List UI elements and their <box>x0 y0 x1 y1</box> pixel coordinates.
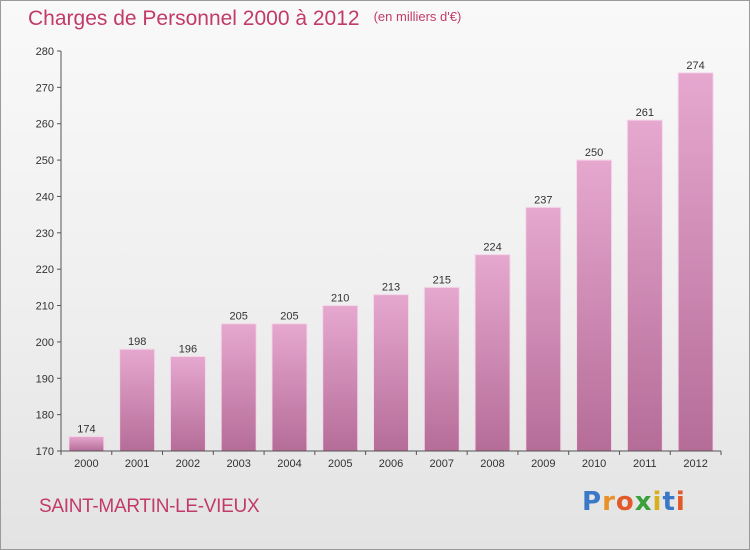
bar-value-label: 213 <box>382 282 400 294</box>
bar <box>576 159 613 452</box>
proxiti-logo: Proxiti <box>582 487 686 517</box>
x-tick-label: 2004 <box>277 458 301 470</box>
bar <box>525 206 562 452</box>
x-tick-label: 2008 <box>480 458 504 470</box>
bar <box>322 305 359 452</box>
y-tick-label: 220 <box>36 264 54 276</box>
bar <box>271 323 308 452</box>
bar-value-label: 237 <box>534 194 552 206</box>
x-tick-label: 2003 <box>226 458 250 470</box>
bar <box>626 119 663 452</box>
bar-value-label: 215 <box>433 274 451 286</box>
bar-value-label: 261 <box>636 107 654 119</box>
x-tick-label: 2011 <box>633 458 657 470</box>
x-tick-label: 2001 <box>125 458 149 470</box>
logo-letter: o <box>615 487 635 517</box>
bar-value-label: 224 <box>483 242 501 254</box>
bars <box>68 72 714 452</box>
y-tick-label: 190 <box>36 373 54 385</box>
bar <box>474 254 511 452</box>
bar-value-label: 174 <box>77 423 95 435</box>
x-tick-label: 2000 <box>74 458 98 470</box>
logo-letter: x <box>634 487 653 517</box>
bar-value-label: 196 <box>179 343 197 355</box>
x-tick-label: 2007 <box>430 458 454 470</box>
bar <box>677 72 714 452</box>
logo-letter: r <box>602 487 616 517</box>
y-tick-label: 170 <box>36 446 54 458</box>
y-tick-label: 240 <box>36 191 54 203</box>
logo-letter: P <box>582 487 603 517</box>
bar <box>373 294 409 452</box>
bar <box>119 348 156 452</box>
bar-value-label: 198 <box>128 336 146 348</box>
commune-name: SAINT-MARTIN-LE-VIEUX <box>39 496 260 517</box>
x-tick-label: 2010 <box>582 458 606 470</box>
y-tick-label: 210 <box>36 301 54 313</box>
y-tick-label: 230 <box>36 228 54 240</box>
y-tick-label: 280 <box>36 46 54 58</box>
x-tick-label: 2002 <box>176 458 200 470</box>
y-tick-label: 250 <box>36 155 54 167</box>
bar-value-label: 210 <box>331 293 349 305</box>
x-tick-label: 2005 <box>328 458 352 470</box>
x-tick-label: 2012 <box>683 458 707 470</box>
axes: 170 180 190 200 210 220 230 240 250 260 270 280 174 2… <box>36 46 722 470</box>
chart-title-text: Charges de Personnel 2000 à 2012 <box>28 7 360 30</box>
chart-title: Charges de Personnel 2000 à 2012 (en mill… <box>28 7 461 31</box>
bar <box>169 355 206 452</box>
bar-value-label: 250 <box>585 147 603 159</box>
x-tick-label: 2006 <box>379 458 403 470</box>
x-tick-label: 2009 <box>531 458 555 470</box>
y-tick-label: 200 <box>36 337 54 349</box>
bar-value-label: 274 <box>686 60 704 72</box>
y-tick-label: 270 <box>36 82 54 94</box>
y-tick-label: 260 <box>36 119 54 131</box>
logo-letter: i <box>652 487 663 517</box>
logo-letter: t <box>662 487 676 517</box>
logo-letter: i <box>675 487 686 517</box>
bar-value-label: 205 <box>280 311 298 323</box>
bar-value-label: 205 <box>230 311 248 323</box>
bar <box>220 323 257 452</box>
bar <box>68 435 105 452</box>
bar <box>423 286 460 452</box>
chart-unit: (en milliers d'€) <box>373 9 462 24</box>
y-tick-label: 180 <box>36 410 54 422</box>
